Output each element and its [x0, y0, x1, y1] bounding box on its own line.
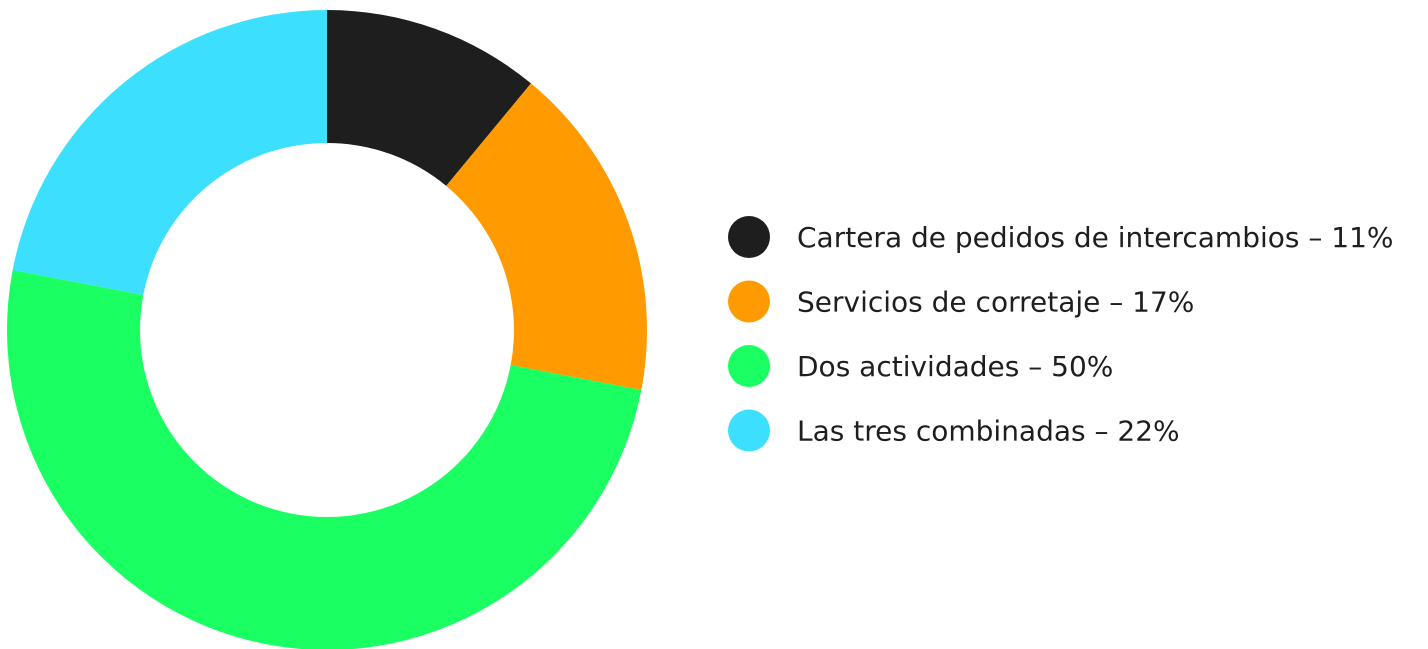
legend-swatch — [728, 345, 770, 387]
legend-swatch — [728, 216, 770, 258]
legend-swatch — [728, 280, 770, 323]
legend-swatch — [728, 409, 770, 452]
legend-label: Las tres combinadas – 22% — [797, 415, 1180, 448]
donut-segment — [12, 10, 327, 295]
legend-label: Cartera de pedidos de intercambios – 11% — [797, 221, 1394, 254]
donut-segment — [7, 270, 642, 649]
legend-label: Dos actividades – 50% — [797, 350, 1113, 383]
legend-label: Servicios de corretaje – 17% — [797, 286, 1194, 319]
donut-segment — [327, 10, 531, 186]
donut-segment — [446, 83, 647, 390]
